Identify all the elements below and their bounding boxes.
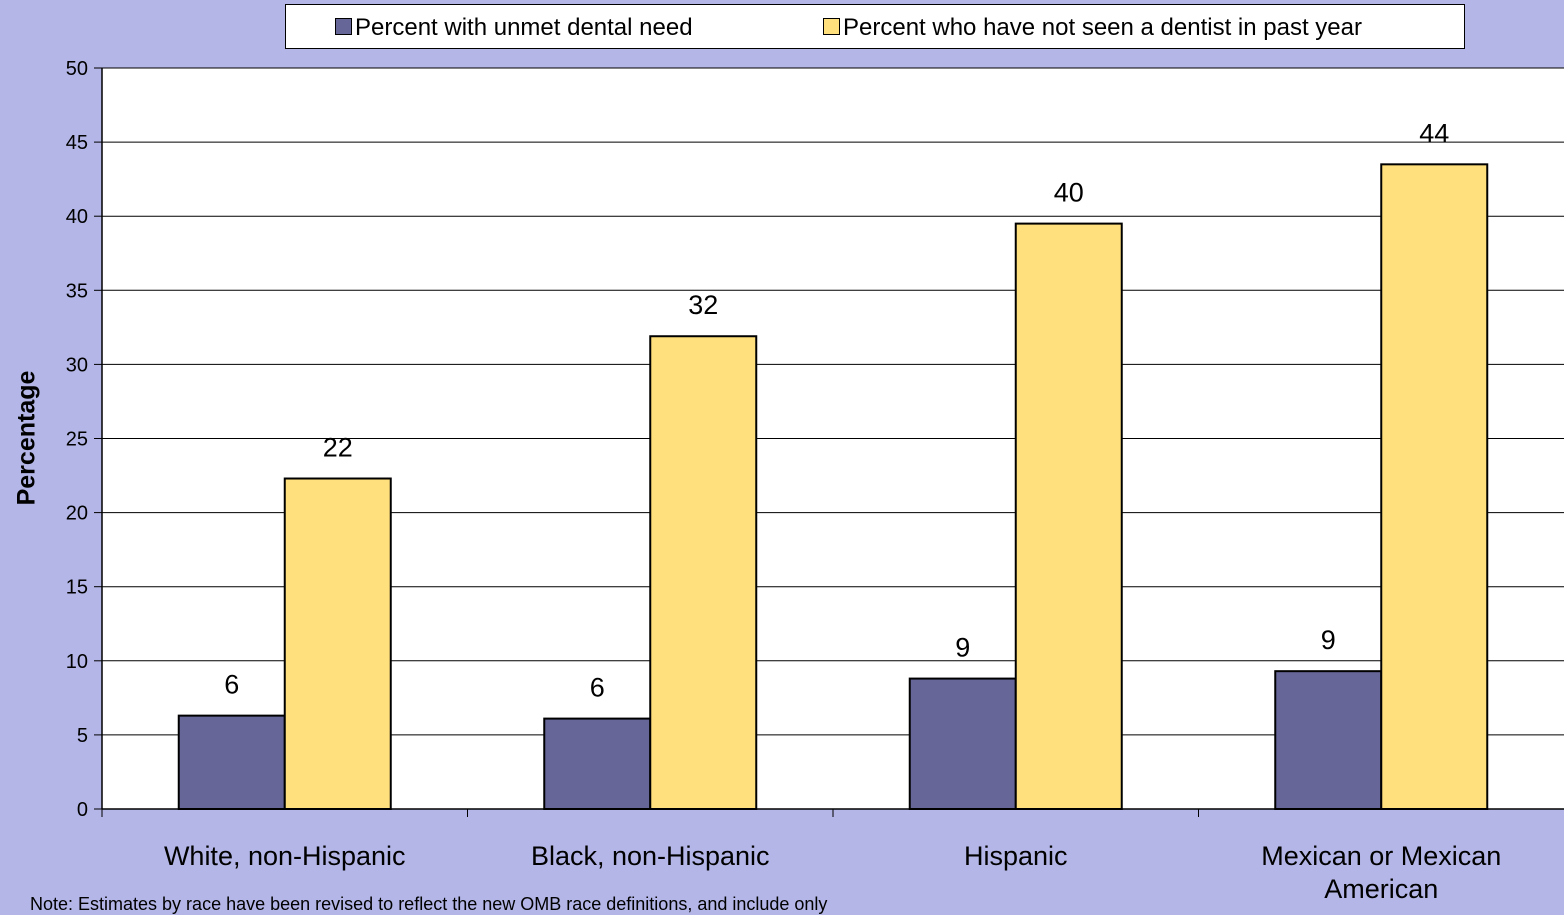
- y-tick-label: 10: [66, 651, 88, 673]
- y-axis-title: Percentage: [12, 370, 41, 506]
- data-label: 40: [1054, 178, 1084, 208]
- bar: [1274, 670, 1383, 811]
- data-label: 6: [224, 670, 239, 700]
- y-tick-label: 0: [77, 799, 88, 821]
- x-tick-label: Hispanic: [964, 841, 1068, 871]
- x-tick-label: White, non-Hispanic: [164, 841, 406, 871]
- data-label: 22: [323, 433, 353, 463]
- y-tick-label: 25: [66, 429, 88, 451]
- bar: [1380, 163, 1489, 810]
- axes: 0 5 10 15 20 25 30 35 40 45 50 White, non-Hispanic B…: [66, 58, 1564, 904]
- y-tick-label: 30: [66, 354, 88, 376]
- legend-label-no-dentist: Percent who have not seen a dentist in p…: [843, 14, 1362, 41]
- data-label: 9: [955, 633, 970, 663]
- bar: [1014, 222, 1123, 811]
- y-tick-label: 20: [66, 503, 88, 525]
- data-label: 9: [1321, 625, 1336, 655]
- legend-swatch-unmet-need: [335, 18, 352, 36]
- footnote: Note: Estimates by race have been revise…: [30, 894, 828, 914]
- bar: [908, 677, 1017, 810]
- y-tick-label: 50: [66, 58, 88, 80]
- y-tick-label: 35: [66, 280, 88, 302]
- bar: [177, 714, 286, 810]
- bar: [543, 717, 652, 811]
- data-label: 32: [688, 290, 718, 320]
- bars: [177, 163, 1489, 811]
- legend-item-unmet-need: Percent with unmet dental need: [335, 15, 693, 41]
- bar: [283, 477, 392, 810]
- x-tick-label: Black, non-Hispanic: [531, 841, 770, 871]
- y-tick-label: 15: [66, 577, 88, 599]
- data-label: 44: [1419, 118, 1449, 148]
- legend-swatch-no-dentist: [823, 18, 840, 36]
- legend-label-unmet-need: Percent with unmet dental need: [355, 14, 693, 41]
- y-tick-label: 5: [77, 725, 88, 747]
- y-tick-label: 40: [66, 206, 88, 228]
- x-tick-label: Mexican or Mexican American: [1261, 841, 1501, 904]
- bar: [649, 335, 758, 810]
- data-labels: 6 22 6 32 9 40 9 44: [224, 118, 1449, 702]
- legend-item-no-dentist: Percent who have not seen a dentist in p…: [823, 15, 1362, 41]
- y-tick-label: 45: [66, 132, 88, 154]
- legend: Percent with unmet dental need Percent w…: [285, 4, 1465, 49]
- data-label: 6: [590, 673, 605, 703]
